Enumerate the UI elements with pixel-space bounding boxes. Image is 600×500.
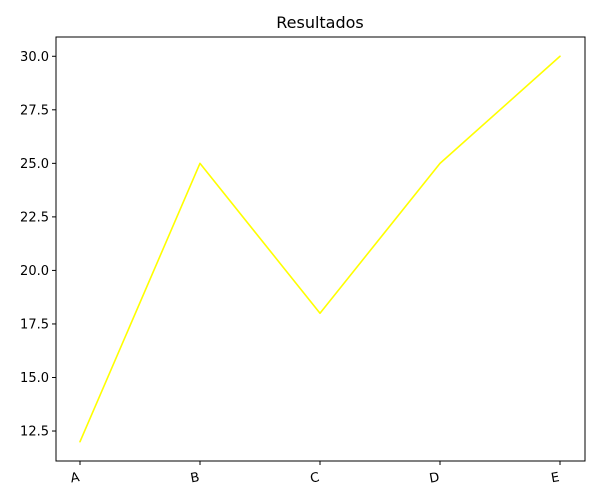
y-tick-label: 12.5 [20, 425, 49, 440]
y-tick-label: 20.0 [20, 264, 49, 279]
x-tick-label: B [189, 470, 200, 486]
x-axis: A B C D E [69, 461, 561, 487]
x-tick-label: E [550, 470, 561, 486]
series-line [79, 55, 561, 443]
x-tick-label: D [428, 470, 440, 487]
series-group [79, 55, 561, 443]
y-tick-label: 17.5 [20, 317, 49, 332]
y-tick-label: 22.5 [20, 210, 49, 225]
plot-area [55, 36, 586, 462]
x-tick-label: A [69, 470, 80, 486]
x-tick-label: C [309, 470, 321, 486]
y-tick-label: 30.0 [20, 50, 49, 65]
y-tick-label: 15.0 [20, 371, 49, 386]
y-axis: 12.5 15.0 17.5 20.0 22.5 25.0 27.5 30.0 [20, 50, 56, 440]
chart-title: Resultados [276, 13, 364, 32]
y-tick-label: 27.5 [20, 103, 49, 118]
y-tick-label: 25.0 [20, 157, 49, 172]
